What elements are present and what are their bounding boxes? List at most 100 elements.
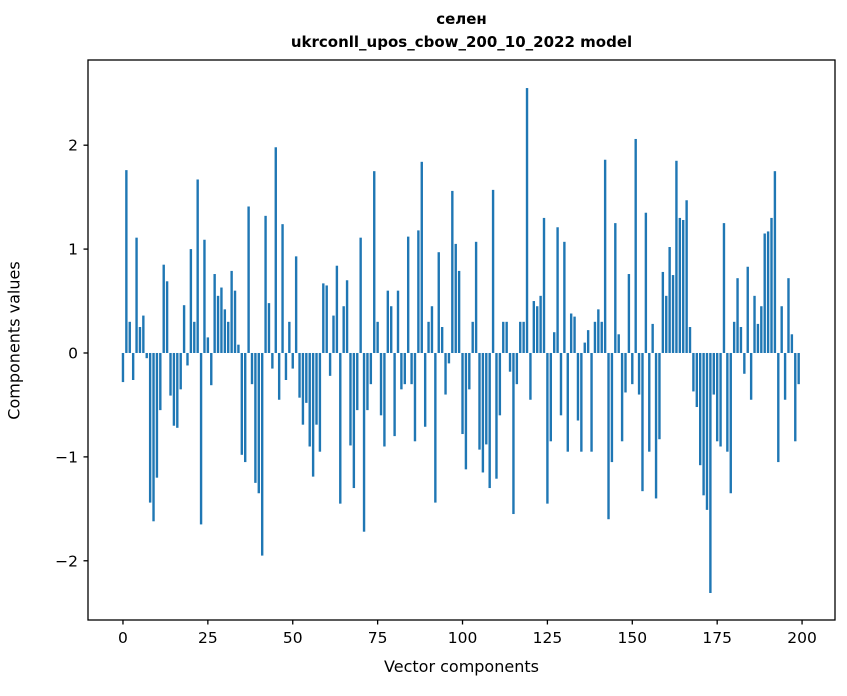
bar (454, 243, 457, 353)
bar (227, 321, 230, 353)
bar (569, 313, 573, 353)
bar (794, 352, 797, 442)
bar (603, 159, 607, 353)
bar (783, 352, 787, 400)
bar (495, 352, 498, 479)
bar (502, 321, 505, 353)
bar (318, 352, 322, 452)
bar (580, 352, 583, 452)
bar (362, 352, 366, 532)
bar (128, 321, 131, 353)
bar (260, 352, 264, 556)
bar (406, 236, 410, 353)
bar (712, 352, 715, 395)
bar (311, 352, 315, 477)
bar (532, 301, 536, 353)
bar (250, 352, 254, 385)
bar (247, 206, 250, 353)
bar (644, 212, 648, 353)
bar (773, 171, 777, 353)
bar (254, 352, 257, 483)
bar (420, 161, 423, 353)
bar (172, 352, 176, 426)
x-tick-label: 150 (617, 629, 647, 647)
bar (264, 215, 267, 353)
bar (257, 352, 260, 494)
bar (162, 264, 165, 353)
bar (790, 334, 794, 353)
bar (719, 352, 722, 447)
bar (213, 274, 216, 353)
bar (620, 352, 624, 442)
bar (271, 352, 274, 369)
bar (308, 352, 311, 447)
bar (583, 342, 586, 353)
bar (797, 352, 800, 385)
bar (434, 352, 437, 503)
bar (373, 171, 376, 353)
bar (447, 352, 451, 364)
bar (135, 237, 138, 353)
x-tick-label: 200 (787, 629, 817, 647)
bar (335, 265, 339, 353)
bar (549, 352, 552, 442)
bar (474, 241, 478, 353)
bar (729, 352, 732, 494)
bar (597, 309, 600, 353)
bar (339, 352, 342, 504)
bar (369, 352, 373, 385)
bar (417, 230, 420, 353)
bar (145, 352, 148, 359)
bar (410, 352, 413, 385)
bar (777, 352, 780, 463)
bar (461, 352, 464, 435)
bar (400, 352, 403, 390)
bar (498, 352, 502, 416)
bar (654, 352, 658, 499)
y-tick-label: 1 (68, 241, 78, 259)
bar (220, 287, 223, 353)
bar (722, 223, 726, 353)
bar (678, 217, 682, 353)
bar (349, 352, 352, 446)
bar (488, 352, 491, 489)
bar (390, 306, 393, 353)
x-tick-label: 50 (283, 629, 303, 647)
bar (233, 290, 237, 353)
bar (699, 352, 702, 466)
bar (658, 352, 661, 440)
bar (726, 352, 729, 452)
bar (131, 352, 135, 380)
bar (665, 295, 668, 353)
bar (753, 295, 756, 353)
bar (366, 352, 369, 411)
bar (715, 352, 719, 442)
y-axis-label: Components values (4, 261, 24, 420)
bar (379, 352, 383, 416)
bar (559, 352, 563, 416)
bar (148, 352, 152, 503)
y-tick-label: −2 (55, 552, 78, 570)
bar (305, 352, 308, 403)
bar (332, 315, 335, 353)
bar (536, 306, 539, 353)
bar (125, 170, 128, 353)
bar (695, 352, 699, 408)
bar (206, 337, 210, 353)
bar (210, 352, 213, 386)
bar (556, 227, 559, 353)
bar (780, 306, 783, 353)
bar (413, 352, 417, 442)
bar (393, 352, 396, 437)
bar (553, 332, 556, 353)
bar (519, 321, 522, 353)
bar (138, 327, 142, 353)
bar (607, 352, 610, 520)
bar (155, 352, 159, 478)
bar (661, 271, 665, 353)
axes-spine (87, 59, 836, 621)
bar (600, 321, 603, 353)
bar (651, 323, 654, 353)
bar (546, 352, 549, 504)
